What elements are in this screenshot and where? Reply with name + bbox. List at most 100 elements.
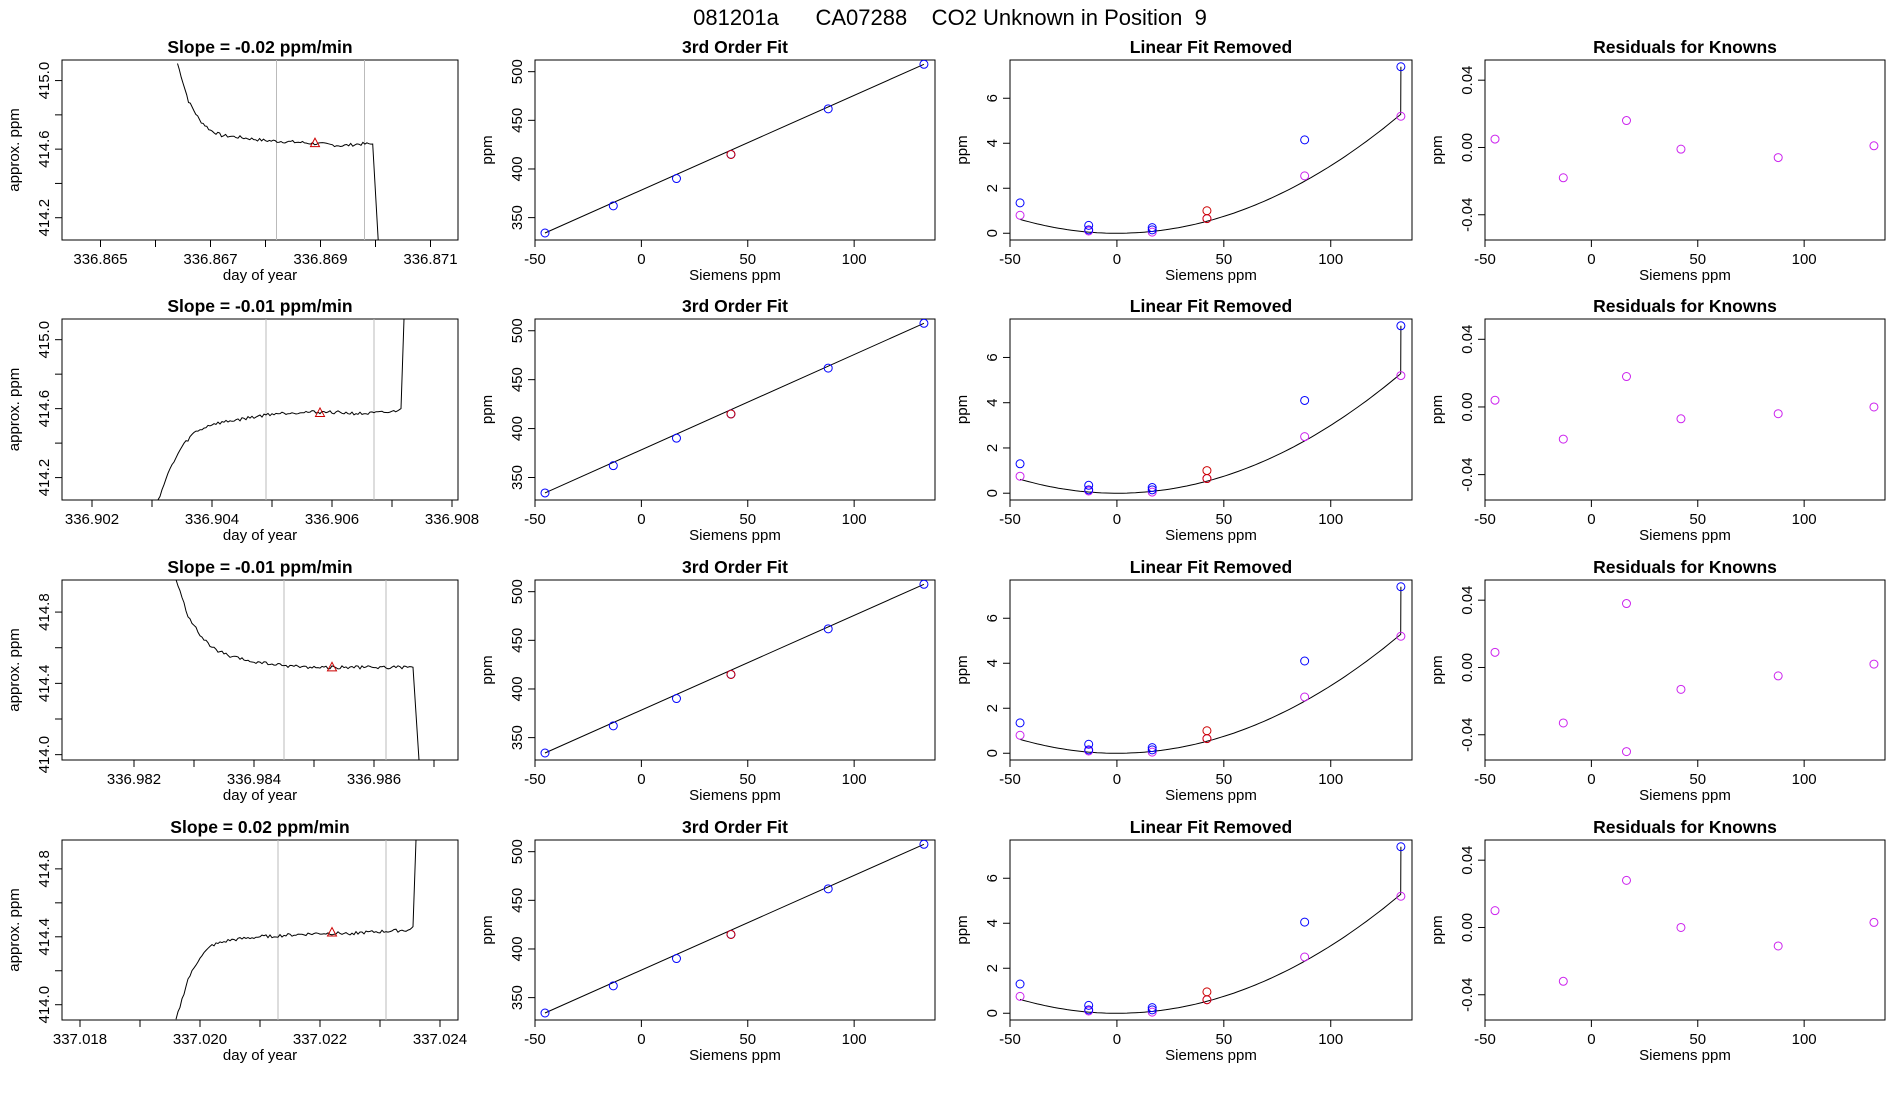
y-tick-label: 350 [509, 985, 526, 1010]
x-tick-label: 337.024 [413, 1031, 467, 1048]
residual-point [1773, 153, 1783, 163]
known-point [1147, 745, 1157, 755]
y-tick-label: 450 [509, 108, 526, 133]
known-point [1396, 842, 1406, 852]
x-tick-label: -50 [1474, 1031, 1496, 1048]
panel-title: 3rd Order Fit [682, 37, 788, 57]
panel-linear_removed-row-3: Linear Fit Removed -50 0 50 100 0 2 4 6 Siemens p… [954, 557, 1413, 804]
series-line [177, 63, 379, 240]
y-axis-label: ppm [479, 395, 496, 424]
known-point [1147, 483, 1157, 493]
x-tick-label: 50 [1215, 1031, 1232, 1048]
known-point [1147, 223, 1157, 233]
x-tick-label: -50 [999, 511, 1021, 528]
y-axis-label: ppm [1429, 915, 1446, 944]
x-tick-label: 100 [1318, 771, 1343, 788]
y-tick-label: 2 [984, 964, 1001, 972]
x-axis-label: Siemens ppm [1165, 267, 1257, 284]
residual-point [1558, 173, 1568, 183]
panel-title: Slope = -0.01 ppm/min [167, 296, 352, 316]
x-tick-label: 100 [842, 251, 867, 268]
x-tick-label: 0 [1113, 771, 1121, 788]
plot-area [1015, 582, 1406, 757]
plot-area [1490, 372, 1879, 444]
panel-title: Slope = 0.02 ppm/min [170, 817, 349, 837]
fit-line [544, 843, 925, 1014]
residual-point [1621, 599, 1631, 609]
residual-point [1869, 402, 1879, 412]
fit-curve [1019, 846, 1402, 1014]
x-axis-label: Siemens ppm [1639, 787, 1731, 804]
x-tick-label: 100 [1318, 1031, 1343, 1048]
x-tick-label: 0 [1113, 251, 1121, 268]
linear-residual-point [1147, 1007, 1157, 1017]
y-tick-label: 414.2 [36, 459, 53, 497]
plot-area [1490, 116, 1879, 183]
x-tick-label: 100 [842, 1031, 867, 1048]
y-tick-label: 4 [984, 919, 1001, 927]
x-tick-label: 50 [1689, 251, 1706, 268]
y-tick-label: 400 [509, 676, 526, 701]
x-tick-label: -50 [524, 1031, 546, 1048]
plot-area [1015, 62, 1406, 237]
residual-point [1621, 372, 1631, 382]
residual-point [1558, 434, 1568, 444]
known-point [1300, 656, 1310, 666]
x-tick-label: 336.902 [65, 511, 119, 528]
x-axis-label: Siemens ppm [1165, 527, 1257, 544]
linear-residual-point [1015, 991, 1025, 1001]
x-tick-label: 337.018 [53, 1031, 107, 1048]
plot-area [1490, 599, 1879, 757]
plot-frame [1484, 318, 1886, 501]
known-point [1084, 485, 1094, 495]
known-point [1147, 743, 1157, 753]
plot-frame [61, 59, 459, 241]
panel-timeseries-row-1: Slope = -0.02 ppm/min 336.865 336.867 336.8… [6, 37, 459, 284]
y-tick-label: 450 [509, 367, 526, 392]
y-tick-label: 6 [984, 614, 1001, 622]
y-axis-label: ppm [1429, 395, 1446, 424]
known-point [540, 748, 550, 758]
unknown-point [1202, 214, 1212, 224]
x-axis-label: Siemens ppm [1165, 787, 1257, 804]
x-tick-label: -50 [1474, 511, 1496, 528]
residual-point [1490, 647, 1500, 657]
x-tick-label: 0 [1587, 771, 1595, 788]
residual-point [1773, 671, 1783, 681]
y-tick-label: 0.04 [1459, 846, 1476, 875]
x-tick-label: 336.869 [293, 251, 347, 268]
known-point [540, 228, 550, 238]
y-tick-label: 0.00 [1459, 913, 1476, 942]
panel-fit3-row-2: 3rd Order Fit -50 0 50 100 350 400 450 500 Siemen… [479, 296, 936, 544]
residual-point [1676, 922, 1686, 932]
x-tick-label: 336.908 [425, 511, 479, 528]
known-point [1084, 220, 1094, 230]
y-tick-label: 0 [984, 229, 1001, 237]
y-axis-label: ppm [954, 135, 971, 164]
x-tick-label: 100 [1318, 511, 1343, 528]
plot-frame [1009, 839, 1413, 1021]
y-axis-label: approx. ppm [6, 108, 23, 191]
y-tick-label: 414.4 [36, 665, 53, 703]
x-tick-label: 50 [739, 511, 756, 528]
known-point [608, 461, 618, 471]
known-point [919, 840, 929, 849]
linear-residual-point [1300, 171, 1310, 181]
y-axis-label: ppm [479, 915, 496, 944]
plot-frame [61, 318, 459, 501]
residual-point [1558, 718, 1568, 728]
x-axis-label: Siemens ppm [689, 527, 781, 544]
x-axis-label: Siemens ppm [1639, 1047, 1731, 1064]
x-tick-label: 0 [637, 771, 645, 788]
y-tick-label: 0.00 [1459, 133, 1476, 162]
y-tick-label: 6 [984, 94, 1001, 102]
y-tick-label: 415.0 [36, 62, 53, 100]
x-tick-label: 0 [637, 511, 645, 528]
page-title: 081201a CA07288 CO2 Unknown in Position … [693, 5, 1207, 30]
known-point [1300, 917, 1310, 927]
y-tick-label: 414.8 [36, 850, 53, 888]
known-point [1396, 321, 1406, 331]
y-tick-label: 450 [509, 628, 526, 653]
panel-title: Residuals for Knowns [1593, 817, 1777, 837]
